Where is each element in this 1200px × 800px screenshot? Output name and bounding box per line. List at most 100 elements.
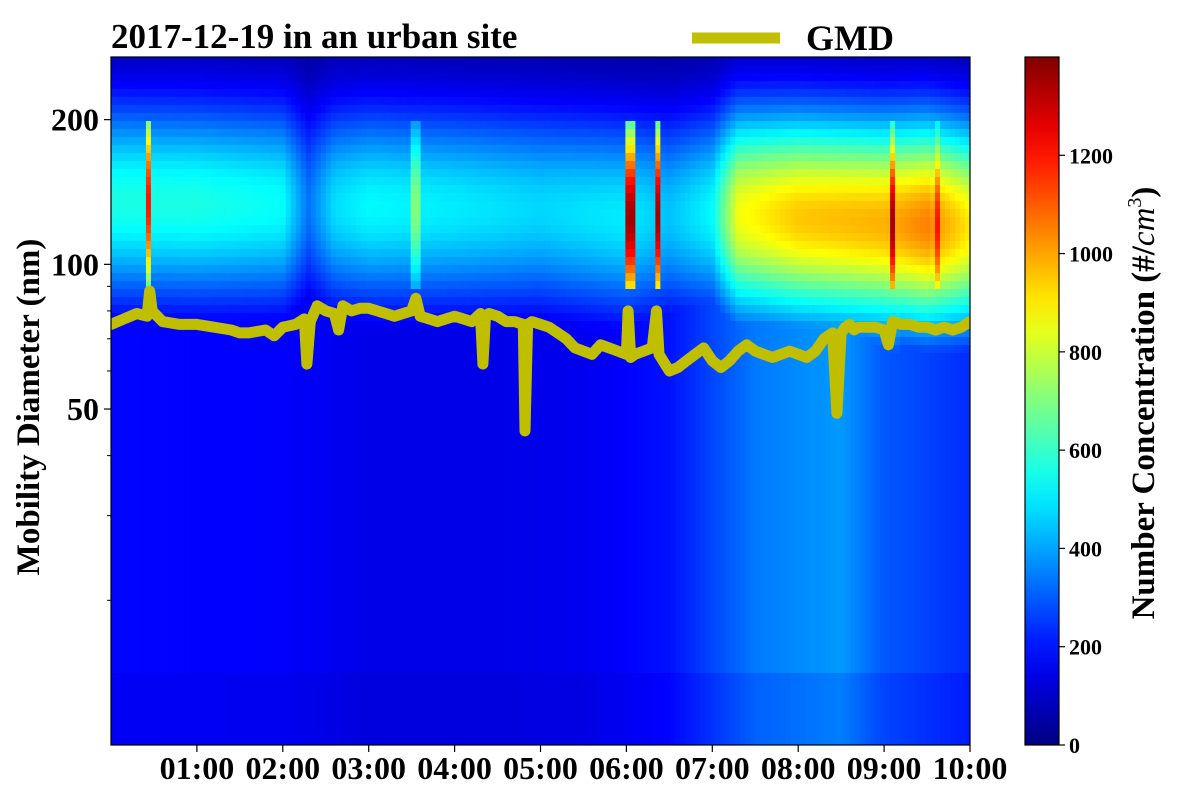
heatmap-cell [180,145,187,154]
heatmap-cell [330,657,337,666]
heatmap-cell [260,345,267,354]
heatmap-cell [395,233,402,242]
heatmap-cell [125,121,132,130]
heatmap-cell [390,417,397,426]
heatmap-cell [111,353,117,362]
heatmap-cell [155,129,162,138]
heatmap-cell [195,513,202,522]
heatmap-cell [265,441,272,450]
heatmap-cell [320,473,327,482]
heatmap-cell [195,257,202,266]
heatmap-cell [375,121,382,130]
heatmap-cell [130,153,137,162]
heatmap-cell [195,585,202,594]
heatmap-cell [195,569,202,578]
heatmap-cell [205,545,212,554]
heatmap-cell [160,705,167,714]
heatmap-cell [335,161,342,170]
heatmap-cell [360,633,367,642]
heatmap-cell [150,409,157,418]
heatmap-cell [240,553,247,562]
heatmap-cell [175,449,182,458]
heatmap-cell [210,609,217,618]
heatmap-cell [360,57,367,66]
heatmap-cell [210,569,217,578]
heatmap-cell [300,137,307,146]
heatmap-cell [350,529,357,538]
heatmap-cell [325,209,332,218]
heatmap-cell [205,689,212,698]
heatmap-cell [365,257,372,266]
heatmap-cell [340,241,347,250]
heatmap-cell [115,265,122,274]
heatmap-cell [360,673,367,682]
heatmap-cell [150,649,157,658]
heatmap-cell [125,321,132,330]
heatmap-cell [170,97,177,106]
heatmap-cell [180,153,187,162]
heatmap-cell [135,665,142,674]
heatmap-cell [395,121,402,130]
heatmap-cell [375,489,382,498]
heatmap-cell [170,705,177,714]
heatmap-cell [125,81,132,90]
heatmap-cell [370,625,377,634]
heatmap-cell [370,233,377,242]
heatmap-cell [325,73,332,82]
heatmap-cell [365,737,372,745]
heatmap-cell [315,249,322,258]
heatmap-cell [130,433,137,442]
heatmap-cell [265,609,272,618]
heatmap-cell [305,97,312,106]
heatmap-cell [215,337,222,346]
heatmap-cell [295,433,302,442]
heatmap-cell [195,417,202,426]
heatmap-cell [150,121,157,130]
heatmap-cell [225,145,232,154]
heatmap-cell [230,353,237,362]
heatmap-cell [155,577,162,586]
heatmap-cell [245,57,252,66]
heatmap-cell [170,225,177,234]
heatmap-cell [275,601,282,610]
heatmap-cell [175,665,182,674]
heatmap-cell [390,561,397,570]
heatmap-cell [345,425,352,434]
heatmap-cell [310,257,317,266]
heatmap-cell [125,481,132,490]
heatmap-cell [215,89,222,98]
heatmap-cell [111,241,117,250]
heatmap-cell [265,633,272,642]
heatmap-cell [120,185,127,194]
heatmap-cell [200,289,207,298]
heatmap-cell [180,225,187,234]
heatmap-cell [325,521,332,530]
heatmap-cell [235,105,242,114]
heatmap-cell [225,305,232,314]
heatmap-cell [170,201,177,210]
heatmap-cell [190,329,197,338]
heatmap-cell [350,265,357,274]
heatmap-cell [205,657,212,666]
heatmap-cell [285,329,292,338]
heatmap-cell [305,625,312,634]
heatmap-cell [310,577,317,586]
heatmap-cell [285,353,292,362]
heatmap-cell [190,137,197,146]
heatmap-cell [255,377,262,386]
heatmap-cell [340,201,347,210]
heatmap-cell [345,473,352,482]
heatmap-cell [390,193,397,202]
heatmap-cell [375,225,382,234]
heatmap-cell [230,65,237,74]
heatmap-cell [120,273,127,282]
heatmap-cell [180,729,187,738]
heatmap-cell [390,649,397,658]
heatmap-cell [155,273,162,282]
heatmap-cell [175,481,182,490]
heatmap-cell [215,641,222,650]
heatmap-cell [310,497,317,506]
heatmap-cell [115,729,122,738]
heatmap-cell [145,601,152,610]
heatmap-cell [380,249,387,258]
